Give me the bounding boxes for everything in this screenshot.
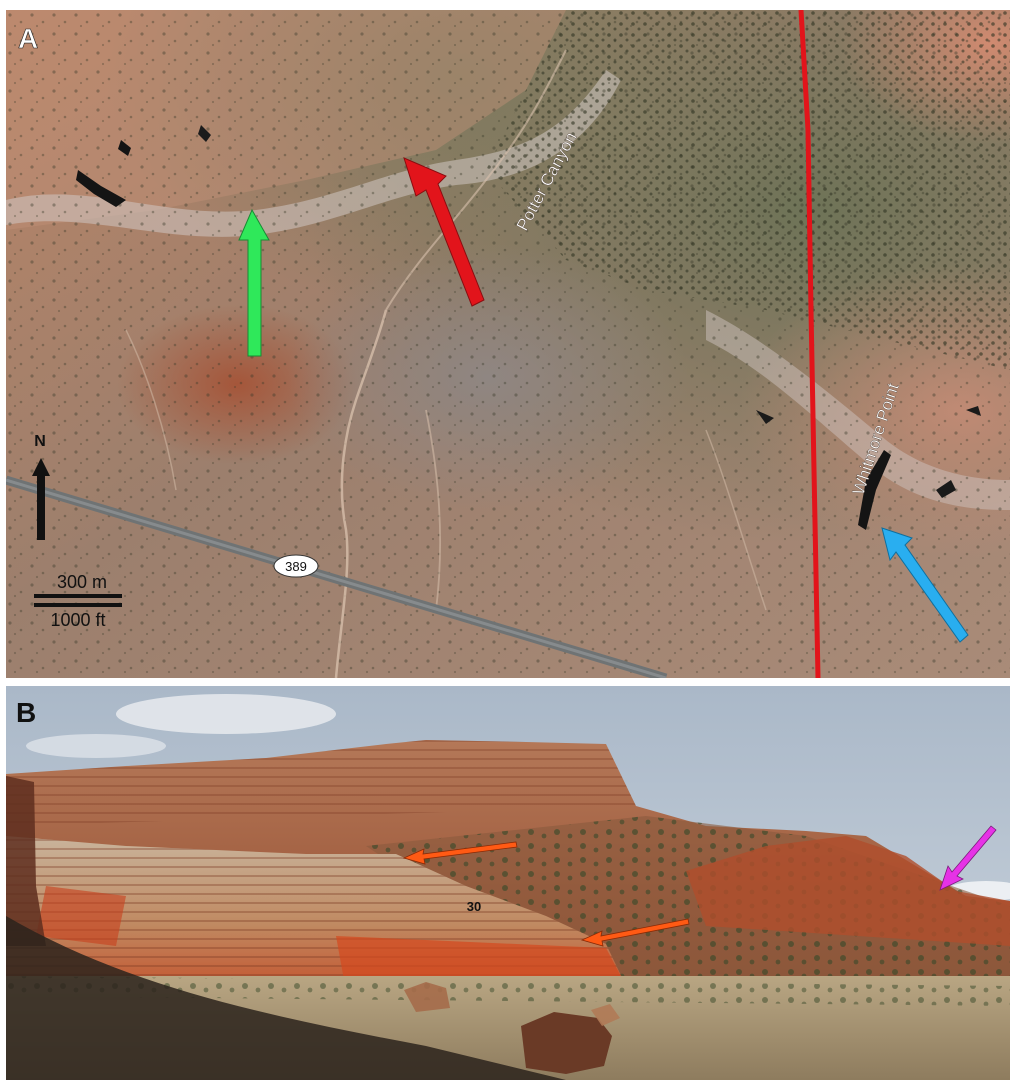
route-389-shield: 389 (273, 554, 319, 578)
scale-metric-label: 300 m (57, 572, 107, 592)
bed-number-label: 30 (467, 899, 481, 914)
scale-imperial-label: 1000 ft (50, 610, 105, 630)
panel-a-letter: A (18, 23, 38, 54)
scale-bar: 300 m 1000 ft (34, 572, 122, 630)
field-photo-svg: 30 B (6, 686, 1010, 1080)
fault-line (798, 10, 821, 678)
north-arrow-icon (32, 458, 50, 540)
panel-a-aerial-map: Potter Canyon Whitmore Point N 389 300 m… (6, 10, 1010, 678)
panel-b-letter: B (16, 697, 36, 728)
aerial-map-svg: Potter Canyon Whitmore Point N 389 300 m… (6, 10, 1010, 678)
panel-b-photo: 30 B (6, 686, 1010, 1080)
route-label: 389 (285, 559, 307, 574)
magenta-arrow-icon (939, 825, 997, 891)
north-label: N (34, 433, 46, 450)
boulder (521, 1012, 612, 1074)
lower-orange-arrow-icon (580, 918, 690, 947)
blue-arrow-icon (881, 527, 969, 643)
upper-orange-arrow-icon (402, 841, 518, 865)
red-arrow-icon (403, 157, 485, 307)
green-arrow-icon (238, 208, 270, 357)
